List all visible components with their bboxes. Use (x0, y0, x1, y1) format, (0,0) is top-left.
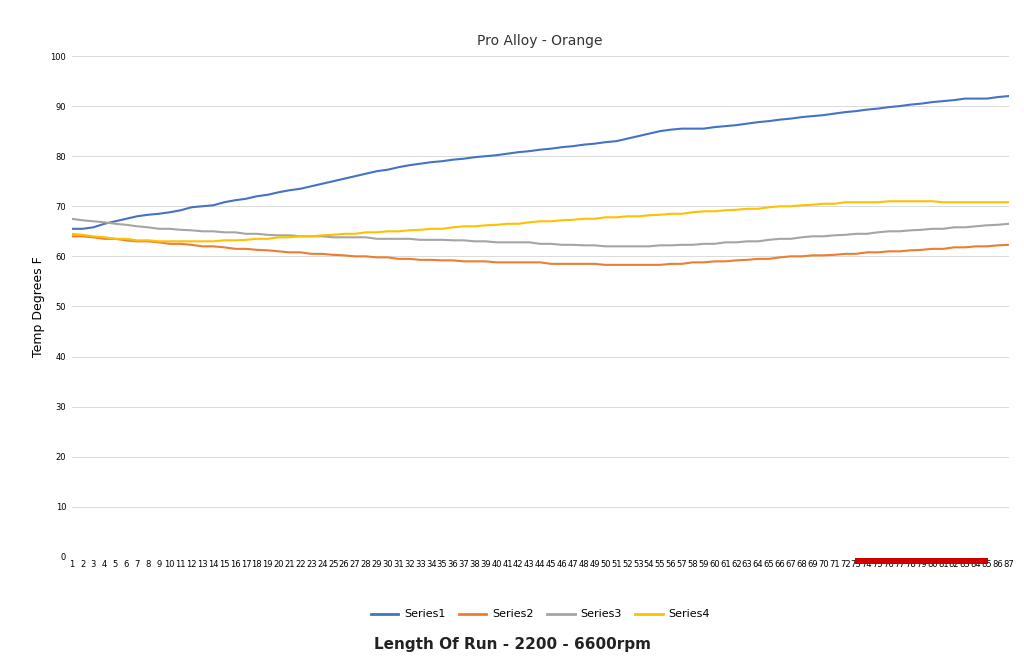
Y-axis label: Temp Degrees F: Temp Degrees F (32, 256, 45, 357)
Text: PRO: PRO (903, 535, 940, 550)
Legend: Series1, Series2, Series3, Series4: Series1, Series2, Series3, Series4 (367, 605, 714, 624)
Text: ALLOY: ALLOY (899, 573, 944, 587)
Title: Pro Alloy - Orange: Pro Alloy - Orange (477, 34, 603, 48)
Text: .co.uk: .co.uk (958, 587, 981, 596)
Bar (855, 558, 988, 564)
Text: Length Of Run - 2200 - 6600rpm: Length Of Run - 2200 - 6600rpm (374, 637, 650, 652)
